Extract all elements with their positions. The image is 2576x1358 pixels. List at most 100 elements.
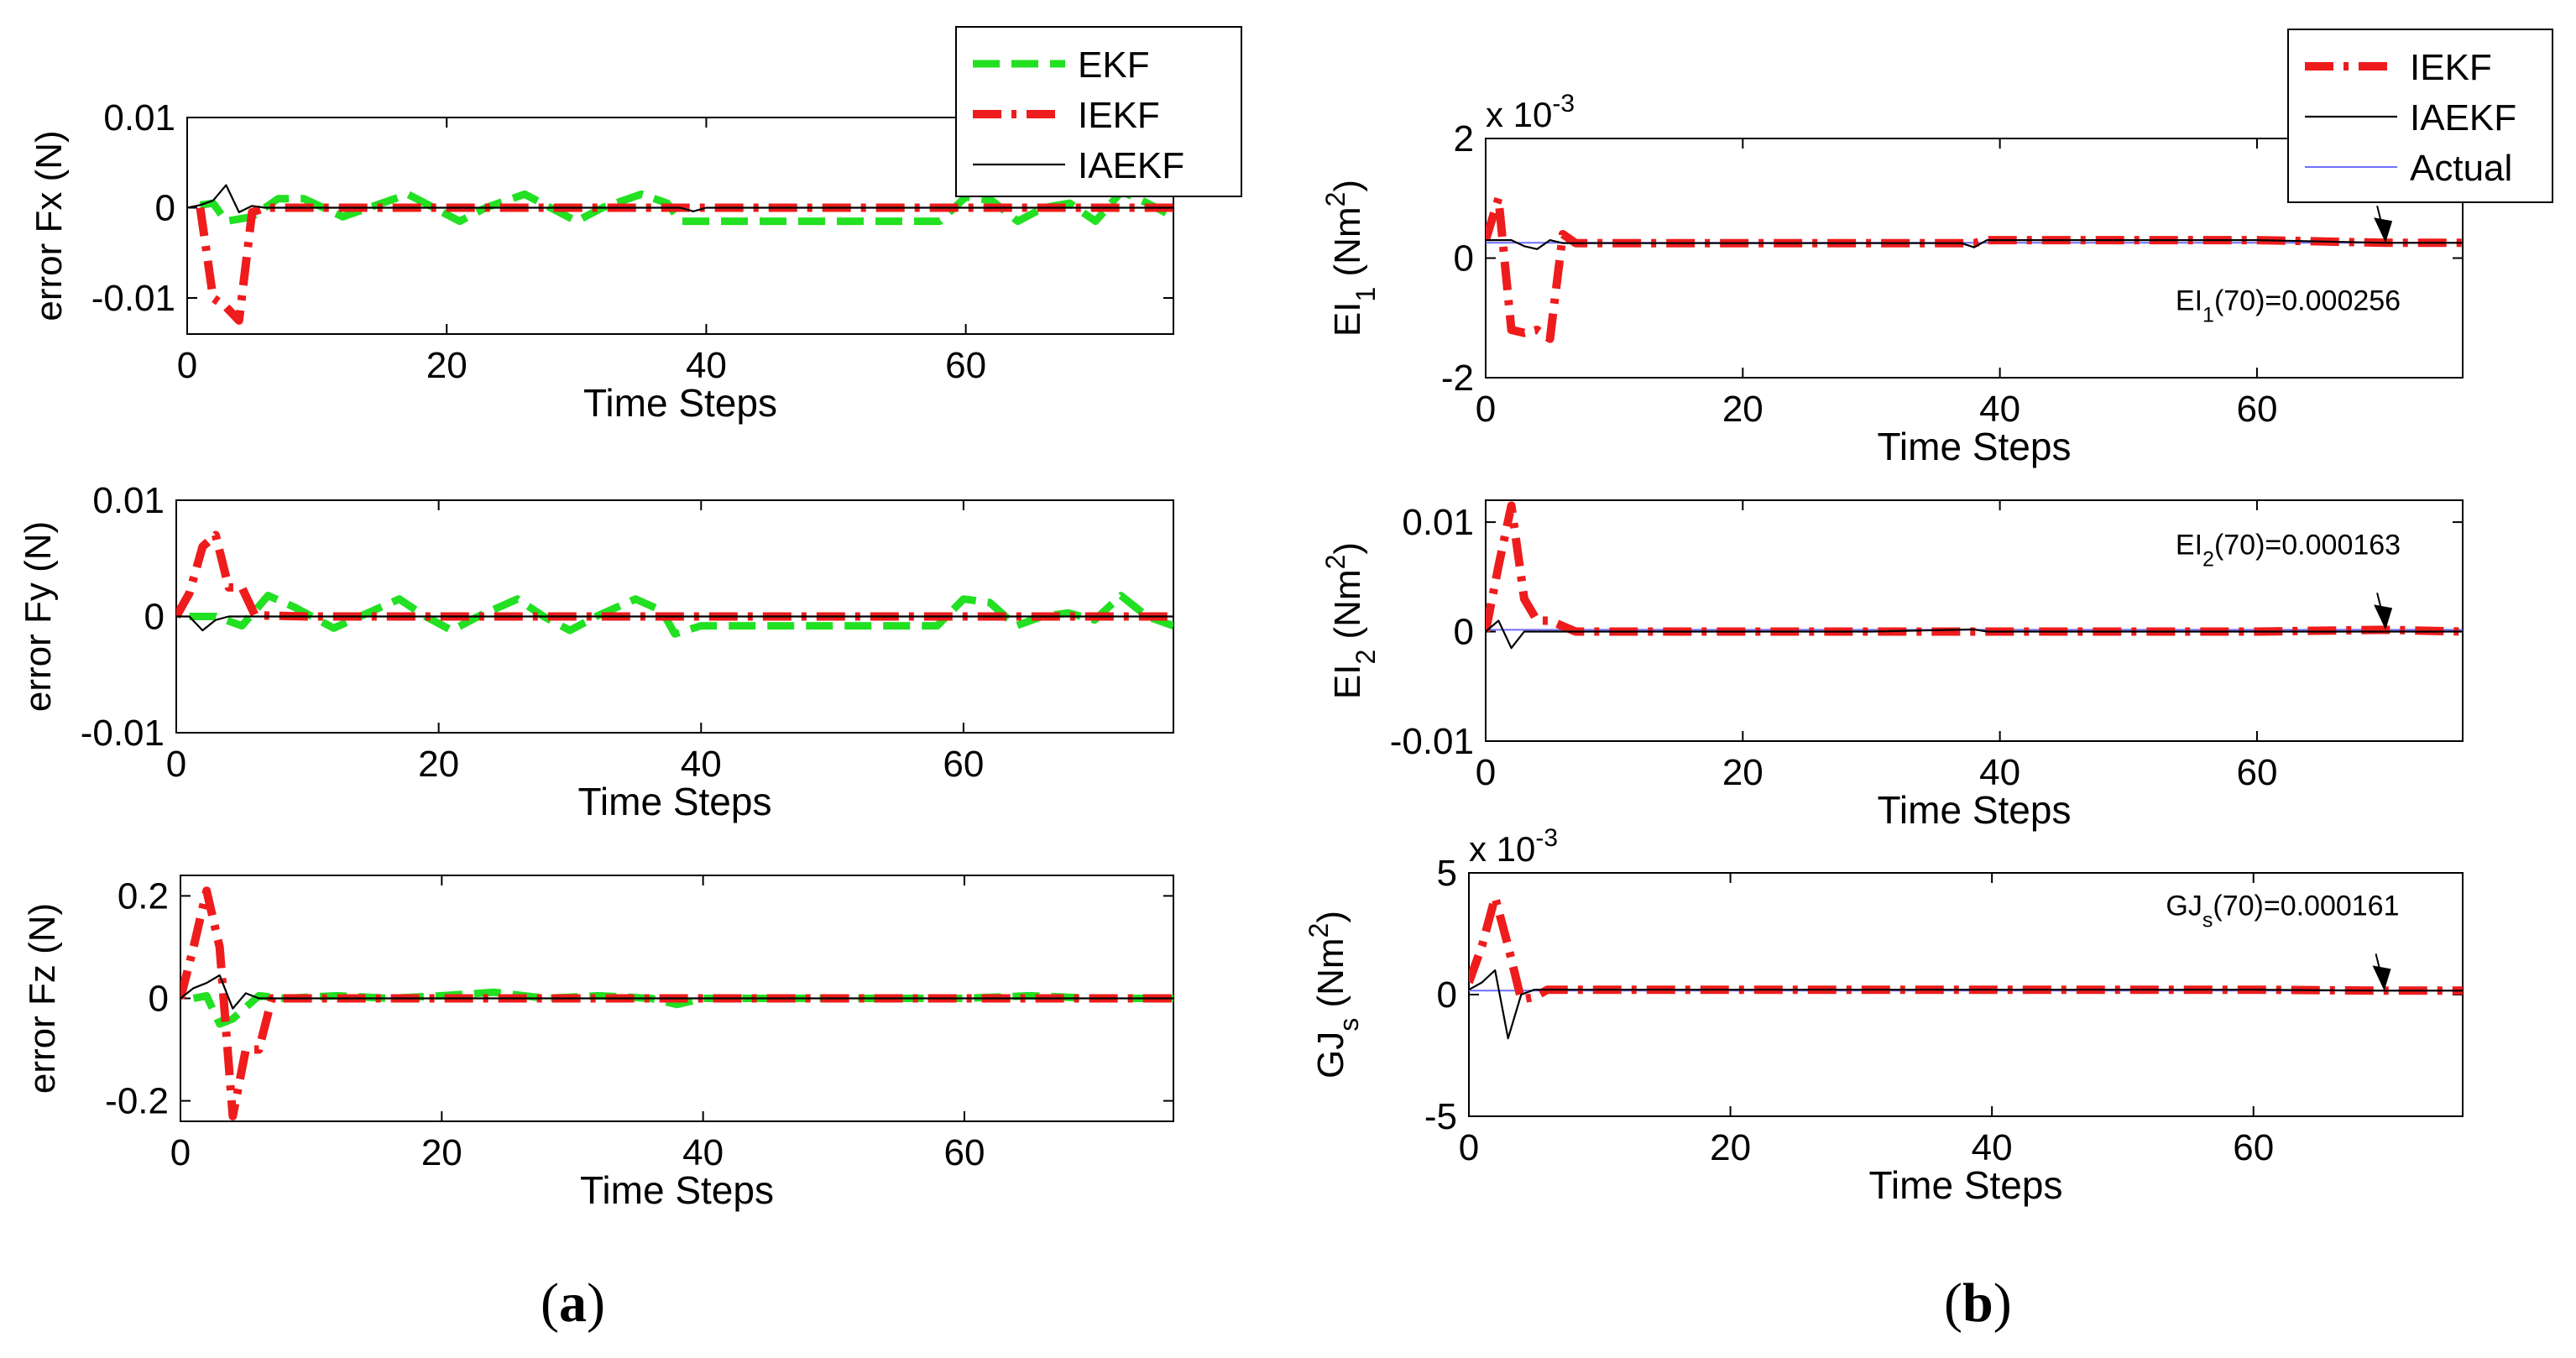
legend: IEKF IAEKF Actual bbox=[2287, 29, 2553, 203]
y-label-sup: 2 bbox=[1304, 923, 1334, 938]
series-group bbox=[180, 886, 1173, 1120]
annotation-rest: (70)=0.000163 bbox=[2214, 529, 2401, 561]
series-group bbox=[1469, 893, 2463, 1040]
y-axis-label: GJs (Nm2) bbox=[1304, 911, 1364, 1079]
annotation-label: EI2(70)=0.000163 bbox=[2176, 529, 2401, 571]
y-tick-label: -0.01 bbox=[91, 278, 175, 319]
x-tick-label: 20 bbox=[1722, 752, 1763, 793]
y-label-end: ) bbox=[1327, 180, 1368, 192]
annotation-main: EI bbox=[2176, 529, 2202, 561]
annotation-sub: s bbox=[2202, 908, 2213, 932]
y-tick-label: -0.01 bbox=[81, 713, 165, 754]
x-tick-label: 60 bbox=[2233, 1127, 2274, 1168]
series-group bbox=[1486, 194, 2463, 343]
legend: EKF IEKF IAEKF bbox=[955, 26, 1242, 197]
y-label-sub: s bbox=[1334, 1018, 1364, 1032]
x-tick-label: 40 bbox=[1972, 1127, 2013, 1168]
y-tick-label: 0.2 bbox=[118, 875, 169, 917]
x-tick-label: 0 bbox=[1476, 389, 1496, 430]
x-tick-label: 0 bbox=[166, 744, 186, 785]
x-axis-label: Time Steps bbox=[1878, 788, 2072, 832]
y-tick-label: 2 bbox=[1454, 118, 1474, 159]
x-tick-label: 60 bbox=[943, 744, 984, 785]
series-ekf bbox=[199, 187, 1173, 226]
series-iaekf bbox=[180, 974, 1173, 1010]
y-label-main: EI bbox=[1327, 301, 1368, 337]
annotation-arrowhead bbox=[2374, 217, 2393, 243]
y-label-unit: (Nm bbox=[1327, 569, 1368, 649]
y-axis-label: EI1 (Nm2) bbox=[1320, 180, 1381, 337]
legend-label-actual: Actual bbox=[2410, 148, 2512, 189]
y-tick-label: 0.01 bbox=[92, 480, 165, 521]
plot-area bbox=[1468, 872, 2464, 1117]
legend-label-iekf: IEKF bbox=[2410, 47, 2492, 88]
annotation-rest: (70)=0.000161 bbox=[2213, 890, 2399, 922]
x-tick-label: 20 bbox=[426, 345, 468, 386]
x-axis-label: Time Steps bbox=[580, 1168, 774, 1212]
y-tick-label: -2 bbox=[1441, 358, 1474, 399]
y-label-main: EI bbox=[1327, 664, 1368, 699]
y-tick-label: 0 bbox=[1454, 612, 1474, 653]
x-tick-label: 40 bbox=[686, 345, 727, 386]
x-tick-label: 0 bbox=[1459, 1127, 1479, 1168]
y-tick-label: 0.01 bbox=[1402, 502, 1474, 543]
exponent-label: x 10-3 bbox=[1469, 824, 1558, 869]
legend-label-iekf: IEKF bbox=[1078, 95, 1160, 136]
x-axis-label: Time Steps bbox=[1878, 425, 2072, 468]
x-tick-label: 20 bbox=[1710, 1127, 1751, 1168]
x-tick-label: 20 bbox=[1722, 389, 1763, 430]
x-axis-label: Time Steps bbox=[578, 780, 772, 823]
legend-box bbox=[955, 26, 1242, 197]
y-label-sup: 2 bbox=[1320, 555, 1351, 570]
x-tick-label: 60 bbox=[2236, 389, 2277, 430]
x-axis-label: Time Steps bbox=[1869, 1163, 2063, 1207]
y-label-sub: 2 bbox=[1351, 650, 1381, 665]
series-iaekf bbox=[176, 615, 1173, 632]
y-tick-label: 0 bbox=[144, 597, 165, 638]
x-tick-label: 20 bbox=[421, 1132, 462, 1173]
y-tick-label: 0 bbox=[155, 188, 175, 229]
x-tick-label: 60 bbox=[2236, 752, 2277, 793]
x-tick-label: 0 bbox=[170, 1132, 191, 1173]
series-group bbox=[176, 530, 1173, 638]
x-tick-label: 40 bbox=[1979, 389, 2020, 430]
legend-label-iaekf: IAEKF bbox=[2410, 97, 2516, 138]
caption-a: (a) bbox=[541, 1272, 605, 1334]
x-tick-label: 20 bbox=[418, 744, 459, 785]
x-tick-label: 40 bbox=[681, 744, 722, 785]
annotation-rest: (70)=0.000256 bbox=[2214, 285, 2401, 316]
y-tick-label: -5 bbox=[1424, 1096, 1457, 1137]
y-tick-label: 5 bbox=[1437, 853, 1457, 894]
annotation-label: EI1(70)=0.000256 bbox=[2176, 285, 2401, 326]
annotation-main: GJ bbox=[2166, 890, 2202, 922]
y-tick-label: -0.01 bbox=[1390, 721, 1474, 762]
y-label-unit: (Nm bbox=[1310, 938, 1351, 1017]
x-tick-label: 40 bbox=[682, 1132, 724, 1173]
y-tick-label: 0 bbox=[1454, 238, 1474, 279]
y-tick-label: 0.01 bbox=[103, 97, 175, 138]
y-label-unit: (Nm bbox=[1327, 206, 1368, 286]
y-tick-label: -0.2 bbox=[105, 1081, 169, 1122]
y-axis-label: EI2 (Nm2) bbox=[1320, 542, 1381, 699]
y-label-sub: 1 bbox=[1351, 287, 1381, 302]
y-tick-label: 0 bbox=[149, 979, 169, 1020]
series-iaekf bbox=[1486, 239, 2463, 250]
exponent-base: x 10 bbox=[1486, 95, 1552, 134]
series-iaekf bbox=[1469, 969, 2463, 1040]
series-group bbox=[1486, 501, 2463, 650]
y-axis-label: error Fy (N) bbox=[18, 521, 59, 712]
x-tick-label: 0 bbox=[177, 345, 197, 386]
y-label-main: GJ bbox=[1310, 1032, 1351, 1079]
caption-b: (b) bbox=[1944, 1272, 2012, 1334]
y-axis-label: error Fx (N) bbox=[29, 130, 70, 321]
x-axis-label: Time Steps bbox=[583, 381, 777, 425]
series-iaekf bbox=[1486, 619, 2463, 650]
y-axis-label: error Fz (N) bbox=[22, 903, 63, 1094]
plot-area bbox=[1485, 499, 2464, 742]
y-label-sup: 2 bbox=[1320, 192, 1351, 207]
annotation-sub: 2 bbox=[2202, 547, 2214, 571]
